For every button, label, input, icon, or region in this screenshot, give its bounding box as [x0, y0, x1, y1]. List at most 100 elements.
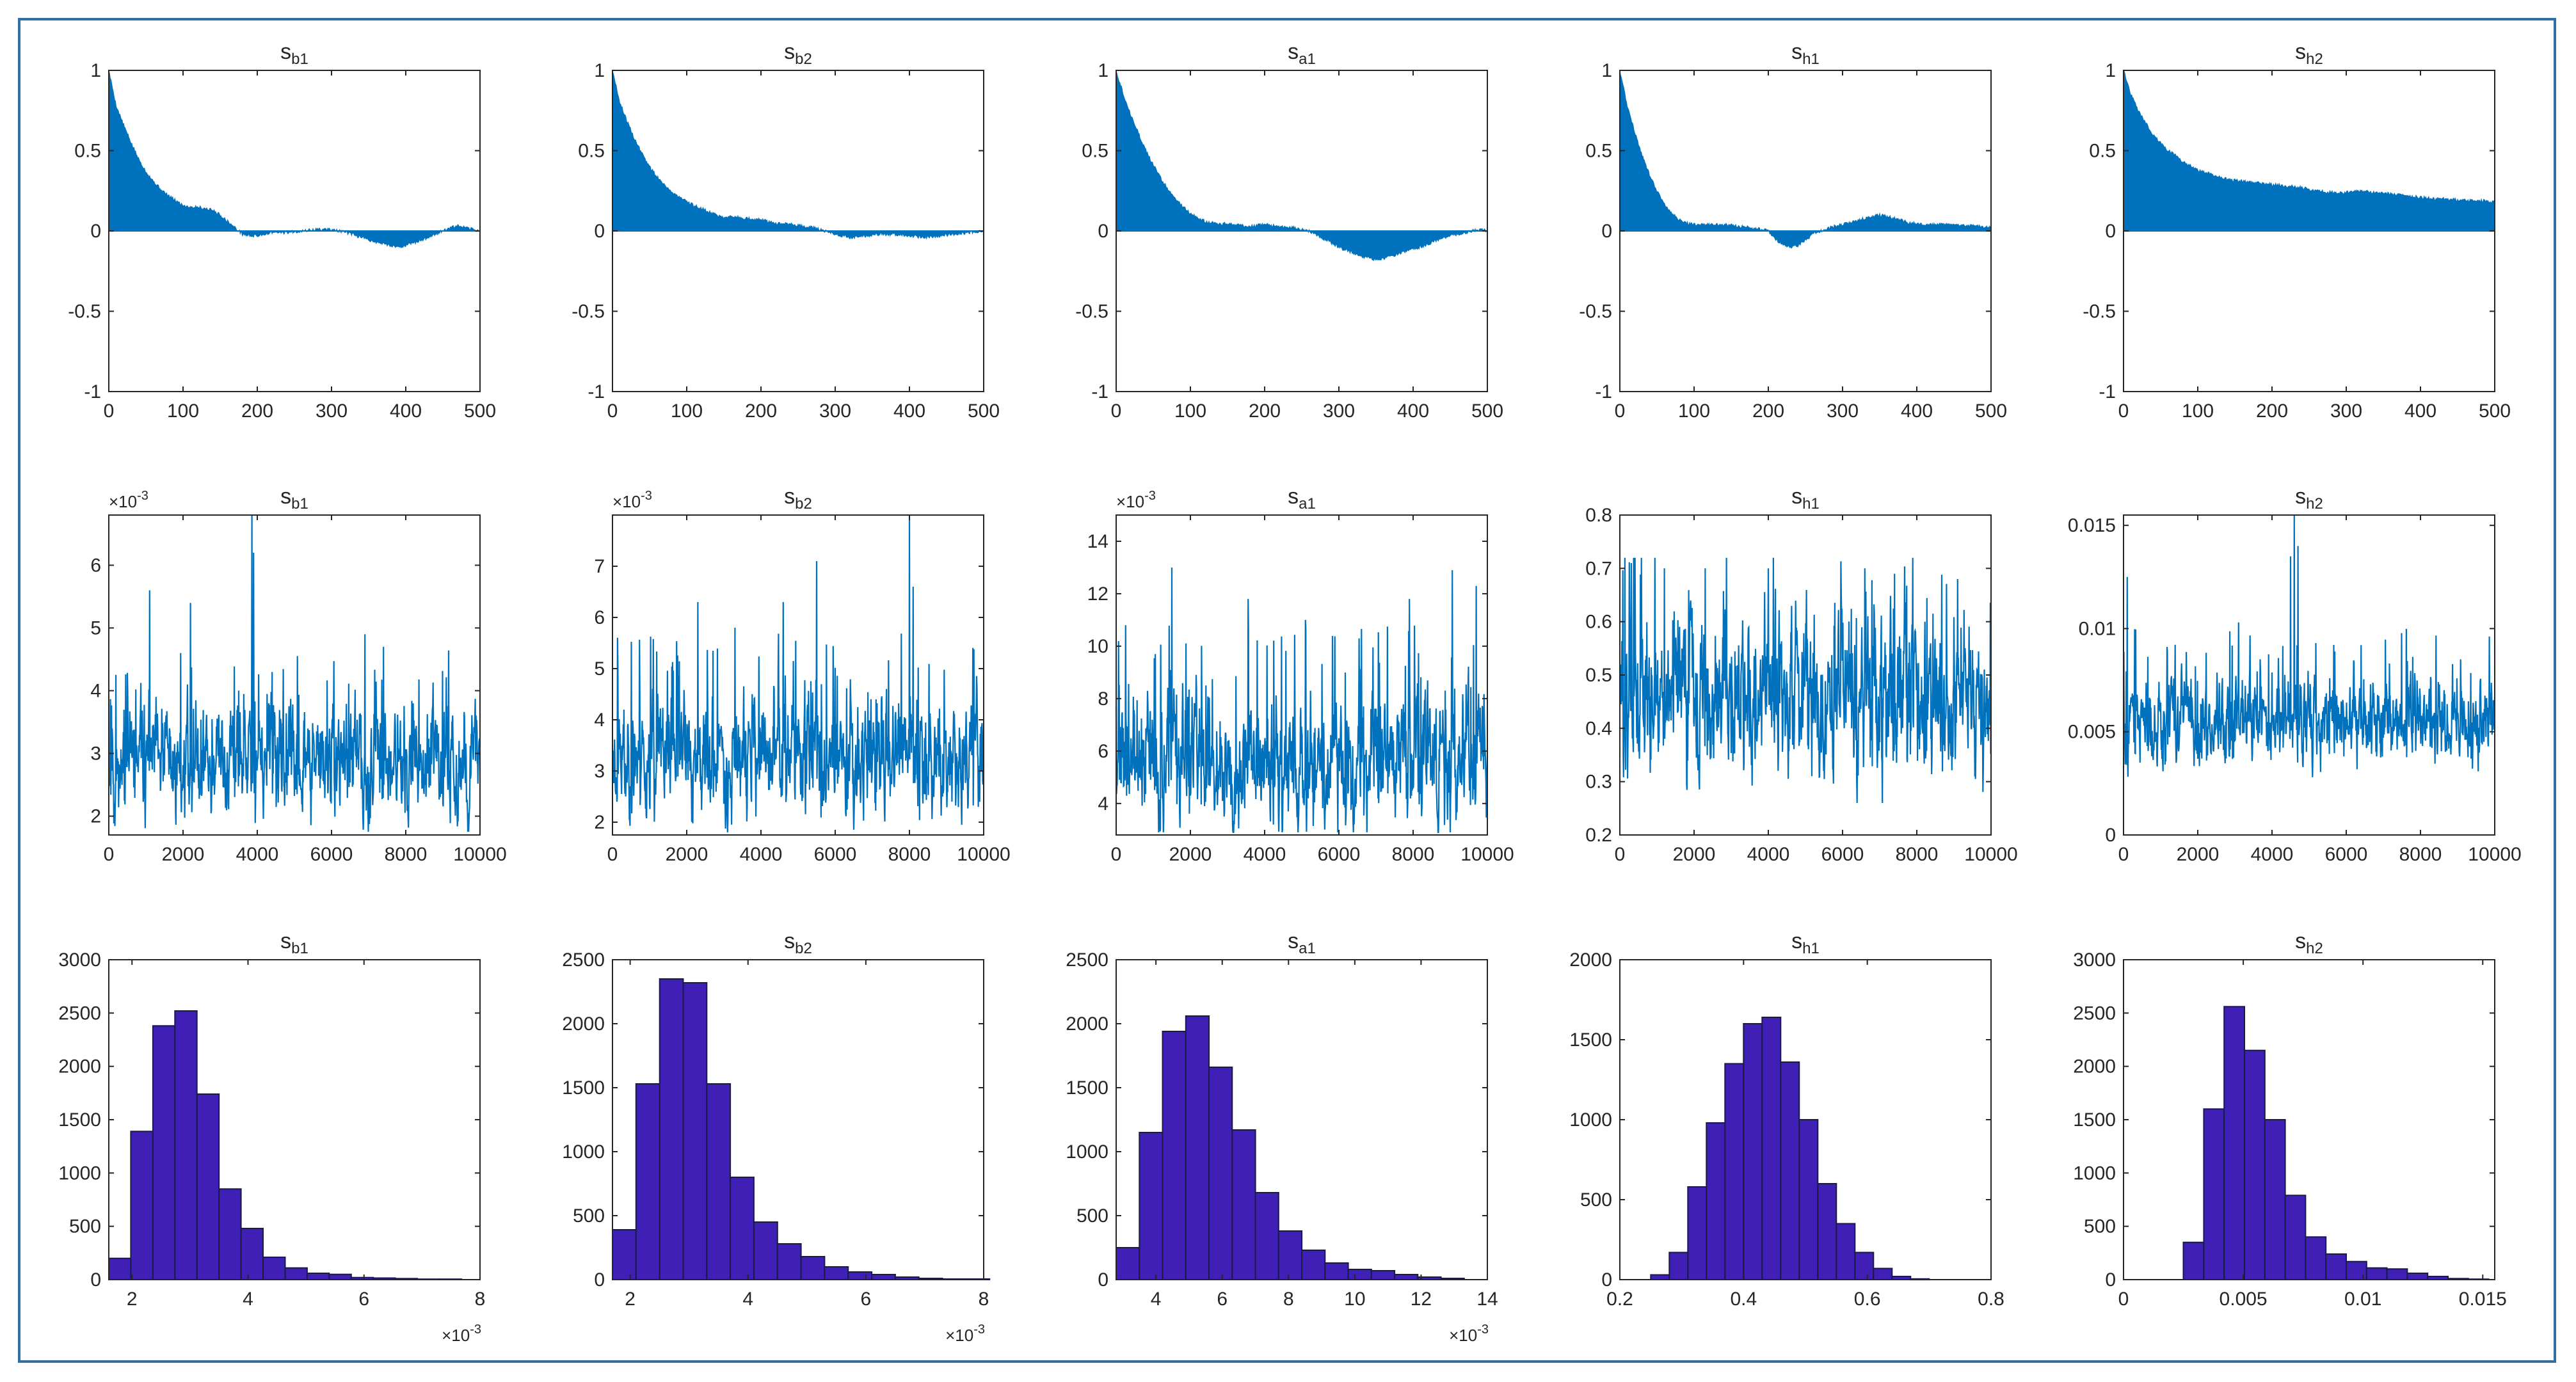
histogram-bar [1761, 1017, 1782, 1280]
x-tick-label: 6000 [814, 844, 857, 865]
y-tick-label: 1500 [1066, 1077, 1108, 1099]
y-tick-label: 6 [1098, 741, 1108, 762]
y-tick-label: 1000 [58, 1163, 101, 1184]
title-subscript: h2 [2306, 495, 2323, 512]
x-tick-label: 8 [1283, 1289, 1294, 1310]
y-tick-label: 12 [1087, 584, 1108, 605]
y-tick-label: 0.005 [2068, 722, 2116, 743]
histogram-bar [108, 1257, 132, 1280]
histogram-bar [1185, 1015, 1210, 1280]
y-tick-label: -1 [1595, 381, 1612, 402]
x-tick-label: 300 [1323, 401, 1355, 422]
x-tick-label: 400 [390, 401, 422, 422]
x-tick-label: 4000 [2251, 844, 2294, 865]
histogram-bar [871, 1274, 896, 1280]
histogram-bar [1687, 1186, 1708, 1280]
x-tick-label: 400 [1397, 401, 1429, 422]
y-tick-label: 2 [594, 812, 605, 833]
histogram-bar [1836, 1223, 1856, 1280]
y-tick-label: 2500 [562, 949, 605, 971]
trace-line [2122, 514, 2496, 777]
panel-trace-b2: 2 3 4 5 6 7 0 2000 4000 6000 8000 10000 sb2 ×10-3 [594, 484, 1010, 865]
y-tick-label: 1000 [1569, 1109, 1612, 1131]
exp-base: ×10 [442, 1326, 470, 1345]
x-tick-label: 0 [607, 401, 618, 422]
histogram-bar [753, 1221, 778, 1280]
y-tick-label: -0.5 [1579, 301, 1612, 322]
y-tick-label: 1000 [1066, 1141, 1108, 1163]
x-tick-label: 500 [968, 401, 1000, 422]
y-tick-label: 500 [2084, 1216, 2116, 1237]
title-base: s [1288, 40, 1299, 64]
exp-base: ×10 [945, 1326, 973, 1345]
histogram-bar [1706, 1122, 1726, 1280]
x-tick-label: 200 [1249, 401, 1281, 422]
x-exponent-label: ×10-3 [442, 1322, 481, 1345]
x-tick-label: 6 [861, 1289, 872, 1310]
y-exponent-label: ×10-3 [612, 489, 652, 511]
panel-trace-h1: 0.2 0.3 0.4 0.5 0.6 0.7 0.8 0 2000 4000 6000 8000 10… [1585, 484, 2017, 865]
x-tick-label: 6000 [2325, 844, 2368, 865]
exp-base: ×10 [1116, 492, 1144, 511]
x-tick-label: 100 [2182, 401, 2214, 422]
x-tick-label: 6000 [310, 844, 353, 865]
x-exponent-label: ×10-3 [945, 1322, 985, 1345]
x-tick-label: 8000 [2399, 844, 2442, 865]
chart-title: sb1 [280, 929, 308, 957]
panel-histogram-b1: 0 500 1000 1500 2000 2500 3000 2 4 6 8 sb1 ×10-3 [58, 929, 485, 1345]
x-tick-label: 2 [625, 1289, 636, 1310]
y-tick-label: 3000 [58, 949, 101, 971]
histogram-bar [2406, 1273, 2429, 1280]
title-base: s [280, 929, 291, 953]
y-tick-label: -1 [1091, 381, 1108, 402]
y-tick-label: 2000 [1066, 1013, 1108, 1035]
chart-title: sb2 [784, 929, 812, 957]
y-tick-label: 1500 [562, 1077, 605, 1099]
y-tick-label: 2500 [1066, 949, 1108, 971]
x-tick-label: 0.8 [1978, 1289, 2004, 1310]
title-subscript: a1 [1299, 495, 1316, 512]
histogram-bar [2223, 1006, 2245, 1281]
x-tick-label: 300 [316, 401, 348, 422]
x-tick-label: 100 [1174, 401, 1206, 422]
y-tick-label: 500 [1580, 1189, 1612, 1211]
title-subscript: h1 [1802, 495, 1820, 512]
y-tick-label: 0 [90, 1269, 101, 1291]
x-tick-label: 300 [1827, 401, 1859, 422]
histogram-bar [1817, 1183, 1837, 1280]
histogram-bar [152, 1025, 176, 1281]
histogram-bar [1854, 1251, 1875, 1280]
panel-autocorrelation-b2: -1 -0.5 0 0.5 1 0 100 200 300 400 500 sb2 [572, 40, 1000, 422]
axes-box [2123, 514, 2495, 836]
panel-autocorrelation-h1: -1 -0.5 0 0.5 1 0 100 200 300 400 500 sh1 [1579, 40, 2007, 422]
panel-trace-a1: 4 6 8 10 12 14 0 2000 4000 6000 8000 10000 sa1 ×10-3 [1087, 484, 1514, 865]
y-tick-label: 10 [1087, 636, 1108, 657]
title-base: s [2295, 929, 2306, 953]
y-exponent-label: ×10-3 [109, 489, 148, 511]
title-base: s [1288, 484, 1299, 509]
x-tick-label: 4 [243, 1289, 253, 1310]
x-tick-label: 200 [1752, 401, 1784, 422]
y-tick-label: 0 [90, 221, 101, 242]
title-subscript: a1 [1299, 51, 1316, 68]
title-base: s [1791, 484, 1802, 509]
title-subscript: h1 [1802, 940, 1820, 957]
y-tick-label: 0.2 [1585, 825, 1612, 846]
title-subscript: h2 [2306, 51, 2323, 68]
x-tick-label: 100 [671, 401, 703, 422]
y-tick-label: -0.5 [2083, 301, 2116, 322]
x-tick-label: 8 [475, 1289, 486, 1310]
histogram-bar [1780, 1061, 1800, 1280]
trace-line [1619, 557, 1992, 804]
y-tick-label: 3 [90, 743, 101, 765]
histogram-bar [2365, 1267, 2388, 1280]
chart-title: sh2 [2295, 484, 2323, 512]
histogram-bar [730, 1177, 755, 1280]
y-tick-label: 2000 [562, 1013, 605, 1035]
y-exponent-label: ×10-3 [1116, 489, 1156, 511]
x-tick-label: 0.015 [2459, 1289, 2507, 1310]
y-tick-label: 0 [2105, 1269, 2116, 1291]
y-tick-label: 4 [90, 681, 101, 702]
y-tick-label: 7 [594, 556, 605, 577]
x-tick-label: 2 [127, 1289, 138, 1310]
